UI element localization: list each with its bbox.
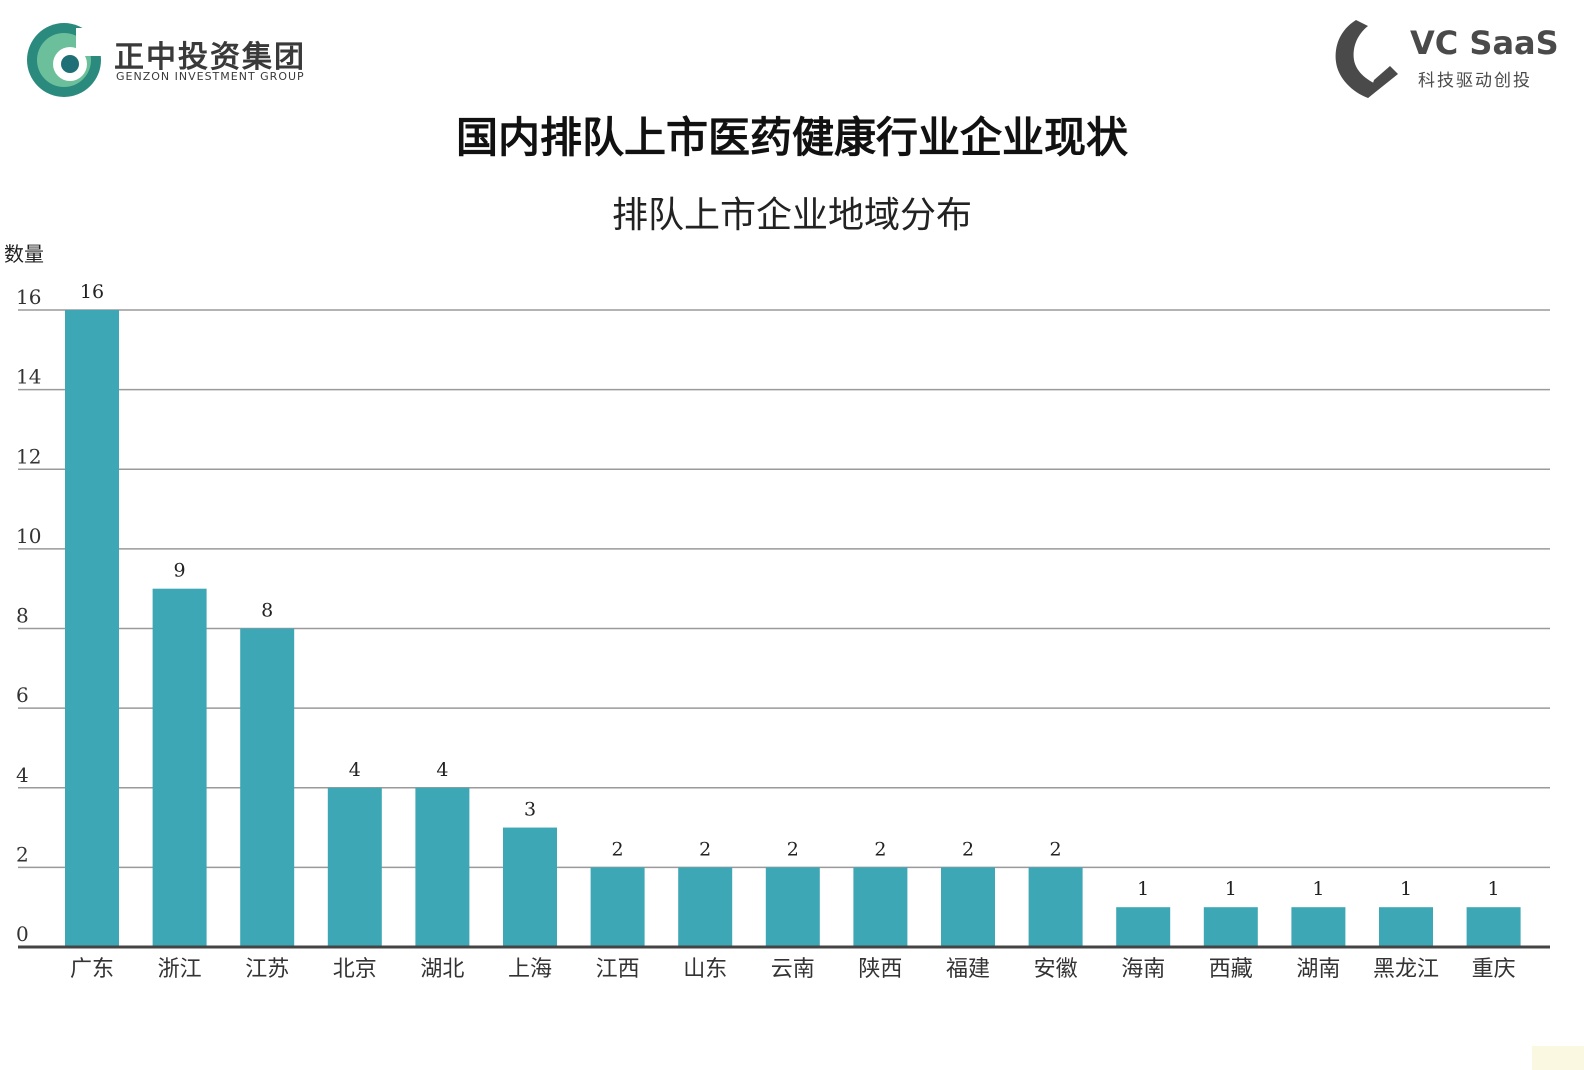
- data-label: 1: [1225, 878, 1237, 900]
- x-tick-label: 海南: [1121, 957, 1165, 982]
- bar: [1466, 907, 1521, 947]
- x-tick-label: 江苏: [245, 957, 289, 982]
- data-label: 4: [436, 759, 448, 781]
- data-label: 2: [787, 838, 799, 860]
- corner-mark: [1532, 1046, 1584, 1070]
- vcsaas-logo: VC SaaS 科技驱动创投: [1334, 16, 1559, 104]
- y-tick-label: 14: [16, 365, 41, 389]
- vcsaas-brand: VC SaaS: [1410, 24, 1559, 62]
- vcsaas-slogan: 科技驱动创投: [1418, 71, 1532, 91]
- data-label: 1: [1312, 878, 1324, 900]
- x-tick-label: 北京: [333, 957, 377, 982]
- data-label: 8: [261, 600, 273, 622]
- bar: [590, 867, 645, 947]
- y-tick-label: 8: [16, 604, 29, 628]
- chart-title: 排队上市企业地域分布: [611, 195, 972, 236]
- bar: [327, 787, 382, 947]
- bar: [1203, 907, 1258, 947]
- y-tick-label: 0: [16, 922, 29, 946]
- bar: [1116, 907, 1171, 947]
- data-label: 9: [174, 560, 186, 582]
- data-label: 1: [1488, 878, 1500, 900]
- y-tick-label: 12: [16, 444, 41, 468]
- bar: [152, 588, 207, 947]
- vcsaas-emblem-icon: [1335, 20, 1398, 98]
- genzon-logo: 正中投资集团 GENZON INVESTMENT GROUP: [24, 20, 324, 102]
- data-label: 2: [612, 838, 624, 860]
- bar: [678, 867, 733, 947]
- x-tick-label: 福建: [946, 957, 990, 982]
- data-label: 2: [962, 838, 974, 860]
- bar: [1291, 907, 1346, 947]
- x-tick-label: 陕西: [858, 957, 902, 982]
- x-tick-label: 重庆: [1472, 957, 1516, 982]
- bar: [853, 867, 908, 947]
- x-tick-label: 西藏: [1209, 957, 1253, 982]
- data-label: 16: [80, 281, 104, 303]
- bar: [415, 787, 470, 947]
- data-label: 1: [1137, 878, 1149, 900]
- x-tick-label: 湖北: [420, 957, 464, 982]
- y-tick-label: 6: [16, 683, 29, 707]
- bar: [1379, 907, 1433, 947]
- bar: [503, 827, 557, 947]
- x-tick-label: 黑龙江: [1373, 957, 1439, 982]
- x-tick-label: 江西: [596, 957, 640, 982]
- x-tick-label: 湖南: [1296, 957, 1340, 982]
- x-tick-label: 上海: [508, 957, 552, 982]
- y-tick-label: 2: [16, 842, 29, 866]
- page-title: 国内排队上市医药健康行业企业现状: [455, 113, 1128, 162]
- data-label: 4: [349, 759, 361, 781]
- data-label: 1: [1400, 878, 1412, 900]
- bar: [1028, 867, 1083, 947]
- bar: [65, 310, 119, 947]
- x-tick-label: 广东: [70, 957, 114, 982]
- footer-band: [0, 1012, 1584, 1070]
- data-label: 2: [1050, 838, 1062, 860]
- x-tick-label: 浙江: [158, 957, 202, 982]
- genzon-name-en: GENZON INVESTMENT GROUP: [116, 70, 305, 83]
- y-axis-label: 数量: [4, 242, 44, 266]
- genzon-emblem-icon: [27, 23, 104, 97]
- data-label: 2: [699, 838, 711, 860]
- genzon-name-cn: 正中投资集团: [114, 40, 306, 75]
- x-tick-label: 山东: [683, 957, 727, 982]
- bar: [765, 867, 820, 947]
- data-label: 2: [874, 838, 886, 860]
- x-tick-label: 云南: [771, 957, 815, 982]
- y-tick-label: 16: [16, 285, 41, 309]
- x-tick-label: 安徽: [1034, 957, 1078, 982]
- y-tick-label: 10: [16, 524, 41, 548]
- bar: [941, 867, 995, 947]
- data-label: 3: [524, 799, 536, 821]
- y-tick-label: 4: [16, 763, 29, 787]
- bar: [240, 628, 295, 947]
